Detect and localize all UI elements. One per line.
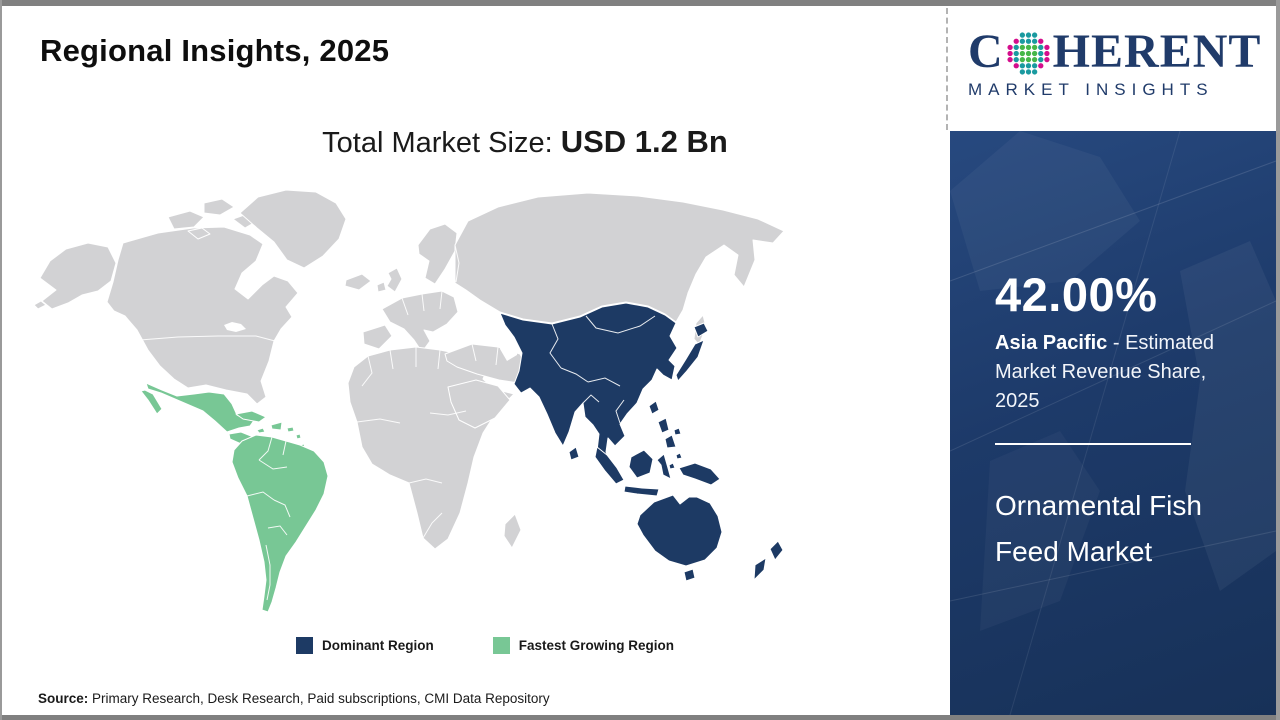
sidebar-panel: 42.00% Asia Pacific - Estimated Market R… [950,131,1276,715]
slide-border-bottom [0,715,1280,720]
logo-word-rest: HERENT [1052,25,1262,78]
market-share-region: Asia Pacific [995,332,1108,354]
total-market-size-label: Total Market Size: [322,127,561,159]
legend-item-fastest: Fastest Growing Region [492,637,675,654]
fastest-growing-region-swatch [492,637,510,654]
logo-letter-c: C [968,25,1004,78]
slide-border-right [1276,0,1280,720]
dominant-region-swatch [296,637,313,654]
market-name: Ornamental Fish Feed Market [995,490,1202,567]
map-dominant-region [499,302,784,582]
total-market-size: Total Market Size: USD 1.2 Bn [100,124,950,160]
map-country-borders [139,244,656,601]
map-legend: Dominant Region Fastest Growing Region [296,637,674,654]
map-fastest-growing-region [140,382,329,613]
source-label: Source: [38,691,89,706]
sidebar-map-texture [950,131,1276,715]
sidebar-divider-line [995,443,1191,445]
market-share-description: Asia Pacific - Estimated Market Revenue … [995,329,1230,416]
source-text: Primary Research, Desk Research, Paid su… [88,691,550,706]
page-title: Regional Insights, 2025 [40,33,390,68]
legend-item-dominant: Dominant Region [296,637,434,654]
slide-border-left [0,0,2,720]
total-market-size-value: USD 1.2 Bn [560,124,728,159]
map-other-regions [33,189,785,550]
logo-tagline: MARKET INSIGHTS [968,80,1214,99]
logo-divider [946,8,948,130]
market-share-desc-text: - Estimated Market Revenue Share, 2025 [995,332,1214,412]
dominant-region-label: Dominant Region [322,638,434,653]
coherent-market-insights-logo: C HERENT MARKET INSIGHTS [968,28,1268,100]
market-share-value: 42.00% [995,268,1158,321]
world-map [33,189,785,613]
fastest-growing-region-label: Fastest Growing Region [518,638,675,653]
logo-dotted-globe-icon [1007,31,1050,75]
source-line: Source: Primary Research, Desk Research,… [38,691,550,706]
slide-border-top [0,0,1280,6]
logo-wordmark: C HERENT [968,28,1268,76]
